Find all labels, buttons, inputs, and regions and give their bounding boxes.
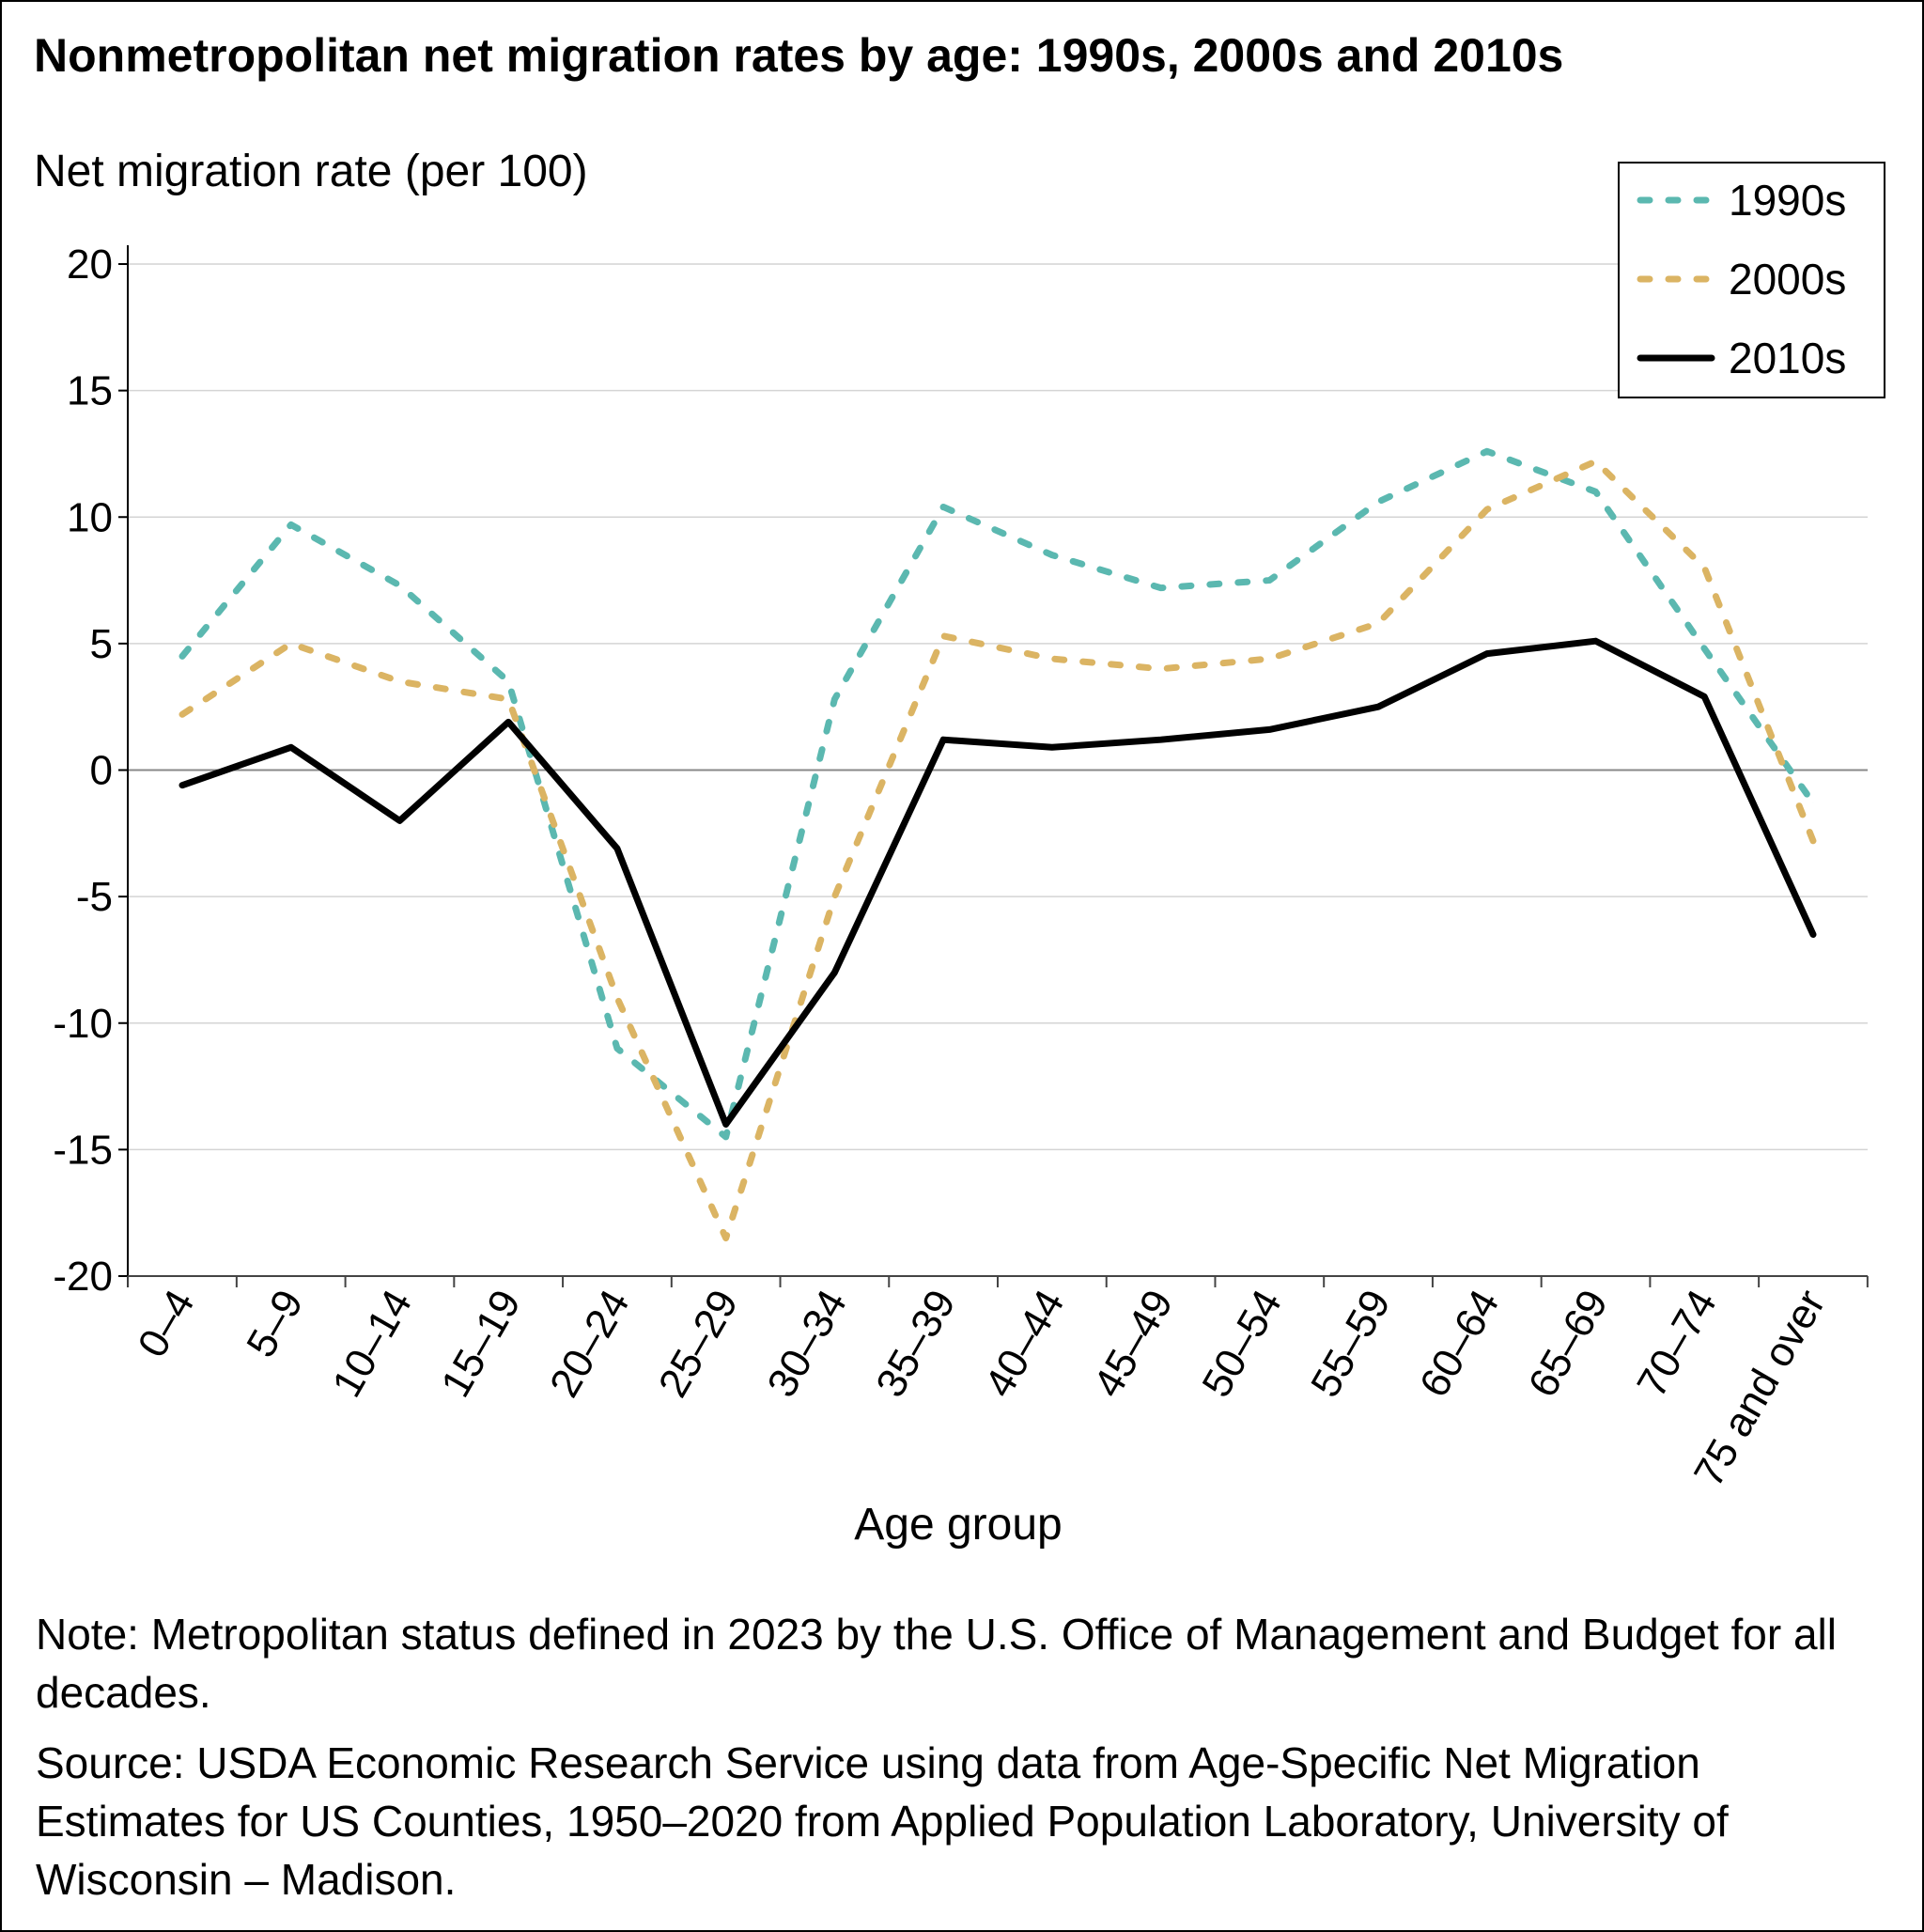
legend-label: 2010s bbox=[1729, 334, 1846, 382]
x-tick-label: 70–74 bbox=[1628, 1283, 1726, 1405]
y-tick-label: 0 bbox=[90, 748, 113, 794]
x-tick-label: 45–49 bbox=[1085, 1283, 1183, 1405]
series-line-2010s bbox=[178, 637, 1817, 1128]
y-tick-label: 10 bbox=[67, 494, 113, 540]
y-tick-label: -15 bbox=[53, 1127, 113, 1173]
x-tick-label: 30–34 bbox=[758, 1283, 856, 1405]
y-tick-label: -5 bbox=[76, 874, 113, 920]
legend-label: 1990s bbox=[1729, 176, 1846, 225]
x-tick-label: 25–29 bbox=[650, 1283, 748, 1405]
y-tick-label: 20 bbox=[67, 242, 113, 288]
x-tick-label: 65–69 bbox=[1520, 1283, 1618, 1405]
series-line-1990s bbox=[178, 447, 1817, 1141]
x-tick-label: 50–54 bbox=[1193, 1283, 1291, 1405]
y-tick-label: 5 bbox=[90, 621, 113, 667]
x-axis-label: Age group bbox=[854, 1500, 1063, 1550]
x-tick-label: 60–64 bbox=[1411, 1283, 1509, 1405]
x-tick-label: 5–9 bbox=[238, 1283, 312, 1365]
legend-label: 2000s bbox=[1729, 255, 1846, 304]
x-tick-label: 40–44 bbox=[976, 1283, 1074, 1405]
y-tick-label: -20 bbox=[53, 1254, 113, 1300]
x-tick-label: 0–4 bbox=[130, 1283, 204, 1365]
x-tick-label: 15–19 bbox=[432, 1283, 530, 1405]
line-chart: 20 15 10 5 0 -5 -10 -15 -20 0–4 5–9 10–14 15–19 20–24… bbox=[53, 162, 1885, 1494]
x-tick-label: 55–59 bbox=[1302, 1283, 1400, 1405]
y-tick-label: 15 bbox=[67, 368, 113, 414]
x-tick-label: 35–39 bbox=[867, 1283, 965, 1405]
chart-title: Nonmetropolitan net migration rates by a… bbox=[34, 29, 1564, 82]
chart-source: Source: USDA Economic Research Service u… bbox=[36, 1738, 1729, 1904]
legend: 1990s 2000s 2010s bbox=[1618, 162, 1885, 398]
x-tick-label: 10–14 bbox=[324, 1283, 422, 1405]
series-line-2000s bbox=[178, 458, 1817, 1242]
x-axis-label-wrap: Age group bbox=[0, 1499, 1924, 1550]
x-tick-label: 20–24 bbox=[541, 1283, 639, 1405]
y-tick-label: -10 bbox=[53, 1001, 113, 1047]
chart-note: Note: Metropolitan status defined in 202… bbox=[36, 1610, 1837, 1717]
y-axis-label: Net migration rate (per 100) bbox=[34, 147, 588, 196]
